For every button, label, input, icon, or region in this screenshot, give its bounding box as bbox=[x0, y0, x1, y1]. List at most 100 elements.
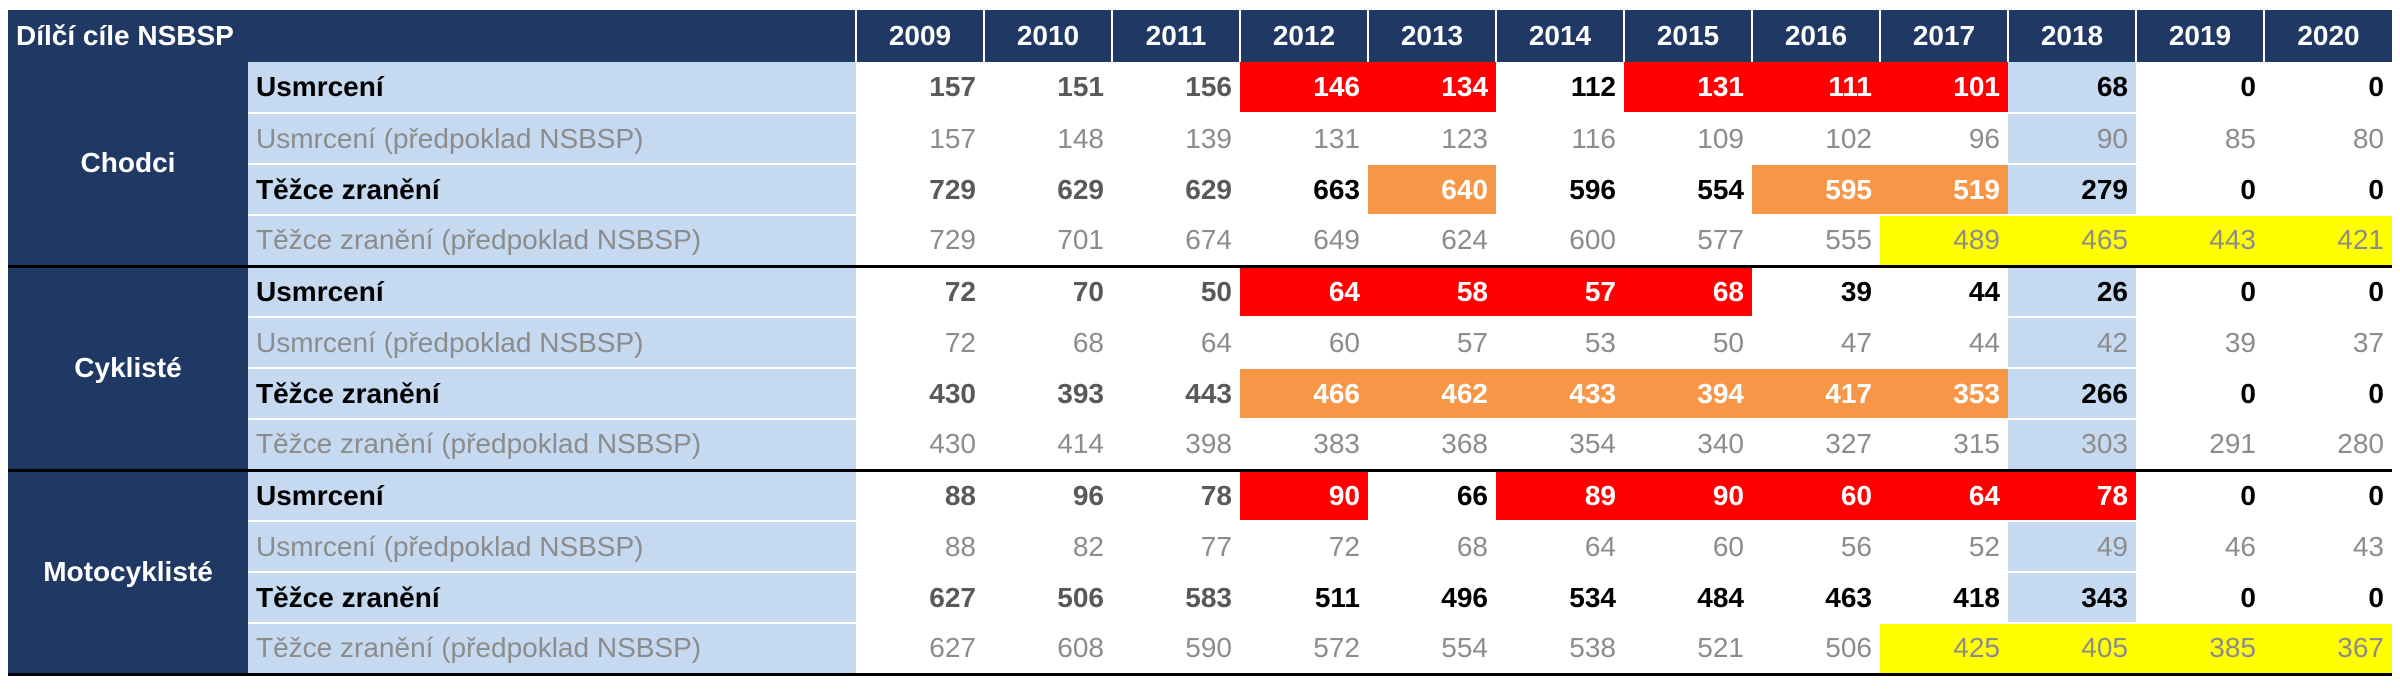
value-cell: 0 bbox=[2264, 572, 2392, 624]
value-cell: 39 bbox=[1752, 266, 1880, 318]
value-cell: 53 bbox=[1496, 317, 1624, 369]
row-label: Těžce zranění bbox=[248, 572, 856, 624]
value-cell: 0 bbox=[2136, 266, 2264, 318]
value-cell: 111 bbox=[1752, 62, 1880, 114]
value-cell: 139 bbox=[1112, 113, 1240, 165]
row-label: Usmrcení (předpoklad NSBSP) bbox=[248, 317, 856, 369]
value-cell: 60 bbox=[1240, 317, 1368, 369]
value-cell: 0 bbox=[2136, 62, 2264, 114]
value-cell: 44 bbox=[1880, 317, 2008, 369]
year-header: 2013 bbox=[1367, 10, 1496, 62]
value-cell: 0 bbox=[2264, 266, 2392, 318]
value-cell: 729 bbox=[856, 164, 984, 216]
value-cell: 649 bbox=[1240, 215, 1368, 268]
value-cell: 72 bbox=[856, 317, 984, 369]
table-row: Usmrcení (předpoklad NSBSP) 88 82 77 72 68 64 6… bbox=[8, 521, 2392, 573]
value-cell: 90 bbox=[1240, 470, 1368, 522]
value-cell: 266 bbox=[2008, 368, 2136, 420]
value-cell: 405 bbox=[2008, 623, 2136, 676]
value-cell: 102 bbox=[1752, 113, 1880, 165]
table-body: Chodci Usmrcení 157 151 156 146 134 112 131 111 10… bbox=[8, 62, 2392, 676]
value-cell: 82 bbox=[984, 521, 1112, 573]
value-cell: 506 bbox=[1752, 623, 1880, 676]
value-cell: 90 bbox=[1624, 470, 1752, 522]
value-cell: 56 bbox=[1752, 521, 1880, 573]
table-row: Těžce zranění (předpoklad NSBSP) 430 414 39… bbox=[8, 419, 2392, 472]
value-cell: 538 bbox=[1496, 623, 1624, 676]
value-cell: 0 bbox=[2136, 470, 2264, 522]
value-cell: 101 bbox=[1880, 62, 2008, 114]
row-label: Těžce zranění (předpoklad NSBSP) bbox=[248, 419, 856, 472]
value-cell: 465 bbox=[2008, 215, 2136, 268]
value-cell: 156 bbox=[1112, 62, 1240, 114]
value-cell: 146 bbox=[1240, 62, 1368, 114]
value-cell: 555 bbox=[1752, 215, 1880, 268]
value-cell: 572 bbox=[1240, 623, 1368, 676]
row-label: Usmrcení bbox=[248, 470, 856, 522]
value-cell: 354 bbox=[1496, 419, 1624, 472]
value-cell: 629 bbox=[1112, 164, 1240, 216]
value-cell: 430 bbox=[856, 419, 984, 472]
value-cell: 96 bbox=[1880, 113, 2008, 165]
value-cell: 519 bbox=[1880, 164, 2008, 216]
value-cell: 383 bbox=[1240, 419, 1368, 472]
value-cell: 577 bbox=[1624, 215, 1752, 268]
value-cell: 521 bbox=[1624, 623, 1752, 676]
value-cell: 88 bbox=[856, 521, 984, 573]
value-cell: 394 bbox=[1624, 368, 1752, 420]
row-label: Těžce zranění (předpoklad NSBSP) bbox=[248, 215, 856, 268]
row-label: Usmrcení (předpoklad NSBSP) bbox=[248, 521, 856, 573]
value-cell: 49 bbox=[2008, 521, 2136, 573]
value-cell: 590 bbox=[1112, 623, 1240, 676]
value-cell: 433 bbox=[1496, 368, 1624, 420]
value-cell: 627 bbox=[856, 572, 984, 624]
value-cell: 64 bbox=[1112, 317, 1240, 369]
row-label: Těžce zranění (předpoklad NSBSP) bbox=[248, 623, 856, 676]
value-cell: 60 bbox=[1624, 521, 1752, 573]
value-cell: 85 bbox=[2136, 113, 2264, 165]
value-cell: 367 bbox=[2264, 623, 2392, 676]
table-row: Těžce zranění 627 506 583 511 496 534 484 463 418… bbox=[8, 572, 2392, 624]
value-cell: 42 bbox=[2008, 317, 2136, 369]
value-cell: 148 bbox=[984, 113, 1112, 165]
value-cell: 596 bbox=[1496, 164, 1624, 216]
value-cell: 600 bbox=[1496, 215, 1624, 268]
value-cell: 303 bbox=[2008, 419, 2136, 472]
value-cell: 430 bbox=[856, 368, 984, 420]
value-cell: 0 bbox=[2264, 470, 2392, 522]
row-label: Těžce zranění bbox=[248, 368, 856, 420]
year-header: 2020 bbox=[2263, 10, 2392, 62]
value-cell: 534 bbox=[1496, 572, 1624, 624]
year-header: 2014 bbox=[1495, 10, 1624, 62]
value-cell: 109 bbox=[1624, 113, 1752, 165]
value-cell: 131 bbox=[1240, 113, 1368, 165]
value-cell: 554 bbox=[1624, 164, 1752, 216]
value-cell: 43 bbox=[2264, 521, 2392, 573]
value-cell: 123 bbox=[1368, 113, 1496, 165]
year-header: 2015 bbox=[1623, 10, 1752, 62]
value-cell: 96 bbox=[984, 470, 1112, 522]
value-cell: 46 bbox=[2136, 521, 2264, 573]
value-cell: 0 bbox=[2136, 164, 2264, 216]
value-cell: 385 bbox=[2136, 623, 2264, 676]
table-row: Chodci Usmrcení 157 151 156 146 134 112 131 111 10… bbox=[8, 62, 2392, 268]
value-cell: 640 bbox=[1368, 164, 1496, 216]
value-cell: 462 bbox=[1368, 368, 1496, 420]
value-cell: 89 bbox=[1496, 470, 1624, 522]
header-title: Dílčí cíle NSBSP bbox=[8, 10, 856, 62]
value-cell: 57 bbox=[1496, 266, 1624, 318]
value-cell: 52 bbox=[1880, 521, 2008, 573]
value-cell: 583 bbox=[1112, 572, 1240, 624]
value-cell: 68 bbox=[984, 317, 1112, 369]
value-cell: 443 bbox=[1112, 368, 1240, 420]
value-cell: 64 bbox=[1496, 521, 1624, 573]
value-cell: 64 bbox=[1880, 470, 2008, 522]
table-row: Těžce zranění (předpoklad NSBSP) 729 701 67… bbox=[8, 215, 2392, 268]
table-row: Těžce zranění 430 393 443 466 462 433 394 417 353… bbox=[8, 368, 2392, 420]
row-label: Usmrcení (předpoklad NSBSP) bbox=[248, 113, 856, 165]
year-header: 2011 bbox=[1111, 10, 1240, 62]
value-cell: 68 bbox=[1368, 521, 1496, 573]
value-cell: 44 bbox=[1880, 266, 2008, 318]
goals-table: Dílčí cíle NSBSP 2009 2010 2011 2012 2013 201… bbox=[8, 10, 2392, 676]
value-cell: 663 bbox=[1240, 164, 1368, 216]
